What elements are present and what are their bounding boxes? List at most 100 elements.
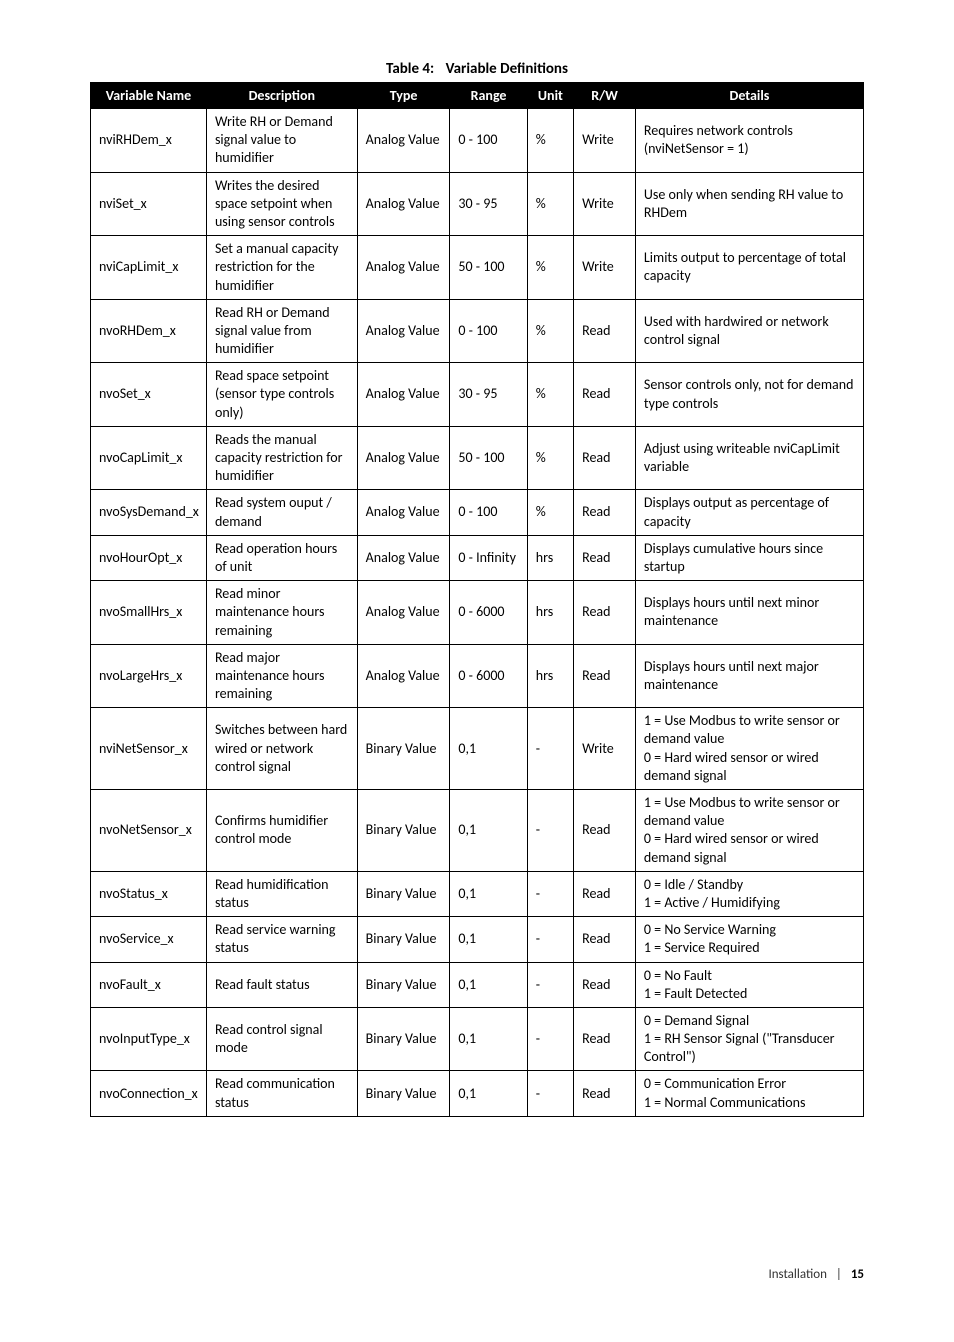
table-cell: 0 = Demand Signal1 = RH Sensor Signal ("… xyxy=(635,1007,863,1071)
table-cell: Analog Value xyxy=(357,581,450,645)
table-cell: Write xyxy=(574,172,636,236)
table-row: nvoSet_xRead space setpoint (sensor type… xyxy=(91,363,864,427)
table-cell: Read major maintenance hours remaining xyxy=(206,644,357,708)
table-title: Variable Definitions xyxy=(446,60,568,78)
table-cell: - xyxy=(527,1007,573,1071)
table-cell: Sensor controls only, not for demand typ… xyxy=(635,363,863,427)
table-row: nvoStatus_xRead humidification statusBin… xyxy=(91,871,864,916)
table-cell: % xyxy=(527,109,573,173)
table-cell: Analog Value xyxy=(357,236,450,300)
table-cell: Read xyxy=(574,581,636,645)
table-cell: Analog Value xyxy=(357,299,450,363)
table-cell: Read space setpoint (sensor type control… xyxy=(206,363,357,427)
table-cell: nviSet_x xyxy=(91,172,207,236)
table-cell: Adjust using writeable nviCapLimit varia… xyxy=(635,426,863,490)
table-cell: Write xyxy=(574,708,636,790)
table-cell: 1 = Use Modbus to write sensor or demand… xyxy=(635,790,863,872)
table-cell: Binary Value xyxy=(357,962,450,1007)
table-cell: 30 - 95 xyxy=(450,172,527,236)
col-header-unit: Unit xyxy=(527,83,573,109)
table-cell: 0 - 100 xyxy=(450,490,527,535)
table-cell: nvoInputType_x xyxy=(91,1007,207,1071)
table-cell: Read xyxy=(574,644,636,708)
table-cell: Read minor maintenance hours remaining xyxy=(206,581,357,645)
footer-section: Installation xyxy=(768,1267,826,1282)
table-cell: Write RH or Demand signal value to humid… xyxy=(206,109,357,173)
table-cell: nvoLargeHrs_x xyxy=(91,644,207,708)
table-cell: Binary Value xyxy=(357,708,450,790)
footer-separator: | xyxy=(836,1267,842,1282)
table-cell: Binary Value xyxy=(357,871,450,916)
table-cell: Binary Value xyxy=(357,1071,450,1116)
variable-definitions-table: Variable Name Description Type Range Uni… xyxy=(90,82,864,1117)
table-cell: - xyxy=(527,708,573,790)
table-cell: 0 = Communication Error1 = Normal Commun… xyxy=(635,1071,863,1116)
table-row: nviCapLimit_xSet a manual capacity restr… xyxy=(91,236,864,300)
table-cell: Read fault status xyxy=(206,962,357,1007)
table-row: nvoConnection_xRead communication status… xyxy=(91,1071,864,1116)
table-cell: 0,1 xyxy=(450,962,527,1007)
table-row: nvoRHDem_xRead RH or Demand signal value… xyxy=(91,299,864,363)
table-cell: Use only when sending RH value to RHDem xyxy=(635,172,863,236)
table-cell: nvoSysDemand_x xyxy=(91,490,207,535)
table-cell: - xyxy=(527,790,573,872)
table-cell: hrs xyxy=(527,581,573,645)
table-cell: Read control signal mode xyxy=(206,1007,357,1071)
table-cell: 0 = No Fault1 = Fault Detected xyxy=(635,962,863,1007)
table-cell: 0,1 xyxy=(450,1007,527,1071)
table-cell: nvoSmallHrs_x xyxy=(91,581,207,645)
table-cell: nvoFault_x xyxy=(91,962,207,1007)
table-cell: Reads the manual capacity restriction fo… xyxy=(206,426,357,490)
page-footer: Installation | 15 xyxy=(90,1267,864,1282)
table-cell: nvoCapLimit_x xyxy=(91,426,207,490)
table-cell: Read xyxy=(574,1007,636,1071)
table-cell: nvoSet_x xyxy=(91,363,207,427)
footer-page-number: 15 xyxy=(851,1267,864,1282)
table-cell: Read operation hours of unit xyxy=(206,535,357,580)
table-cell: nviCapLimit_x xyxy=(91,236,207,300)
table-cell: nviNetSensor_x xyxy=(91,708,207,790)
table-cell: Analog Value xyxy=(357,363,450,427)
table-cell: Read xyxy=(574,1071,636,1116)
table-cell: Read xyxy=(574,426,636,490)
table-cell: Analog Value xyxy=(357,426,450,490)
table-cell: hrs xyxy=(527,644,573,708)
table-cell: Read xyxy=(574,917,636,962)
table-cell: Read xyxy=(574,871,636,916)
table-cell: Read xyxy=(574,962,636,1007)
table-cell: nvoStatus_x xyxy=(91,871,207,916)
table-header-row: Variable Name Description Type Range Uni… xyxy=(91,83,864,109)
table-cell: Read xyxy=(574,790,636,872)
table-cell: 0,1 xyxy=(450,917,527,962)
table-cell: 0 - 6000 xyxy=(450,581,527,645)
table-cell: Analog Value xyxy=(357,490,450,535)
table-number: Table 4: xyxy=(386,60,434,78)
table-cell: 0,1 xyxy=(450,708,527,790)
table-cell: 50 - 100 xyxy=(450,426,527,490)
table-cell: Read xyxy=(574,363,636,427)
table-cell: Read RH or Demand signal value from humi… xyxy=(206,299,357,363)
table-cell: Analog Value xyxy=(357,109,450,173)
table-cell: Analog Value xyxy=(357,535,450,580)
table-cell: Read xyxy=(574,535,636,580)
table-cell: % xyxy=(527,490,573,535)
table-caption: Table 4: Variable Definitions xyxy=(90,60,864,78)
table-cell: 0,1 xyxy=(450,790,527,872)
table-cell: Read service warning status xyxy=(206,917,357,962)
table-row: nvoNetSensor_xConfirms humidifier contro… xyxy=(91,790,864,872)
table-cell: 50 - 100 xyxy=(450,236,527,300)
table-row: nvoService_xRead service warning statusB… xyxy=(91,917,864,962)
table-cell: Displays hours until next minor maintena… xyxy=(635,581,863,645)
table-cell: 30 - 95 xyxy=(450,363,527,427)
table-cell: Displays cumulative hours since startup xyxy=(635,535,863,580)
table-row: nviSet_xWrites the desired space setpoin… xyxy=(91,172,864,236)
table-cell: Read xyxy=(574,299,636,363)
table-row: nviRHDem_xWrite RH or Demand signal valu… xyxy=(91,109,864,173)
table-cell: Binary Value xyxy=(357,790,450,872)
table-cell: 0 - 100 xyxy=(450,109,527,173)
col-header-range: Range xyxy=(450,83,527,109)
table-row: nviNetSensor_xSwitches between hard wire… xyxy=(91,708,864,790)
table-cell: - xyxy=(527,917,573,962)
table-cell: Displays output as percentage of capacit… xyxy=(635,490,863,535)
table-row: nvoLargeHrs_xRead major maintenance hour… xyxy=(91,644,864,708)
